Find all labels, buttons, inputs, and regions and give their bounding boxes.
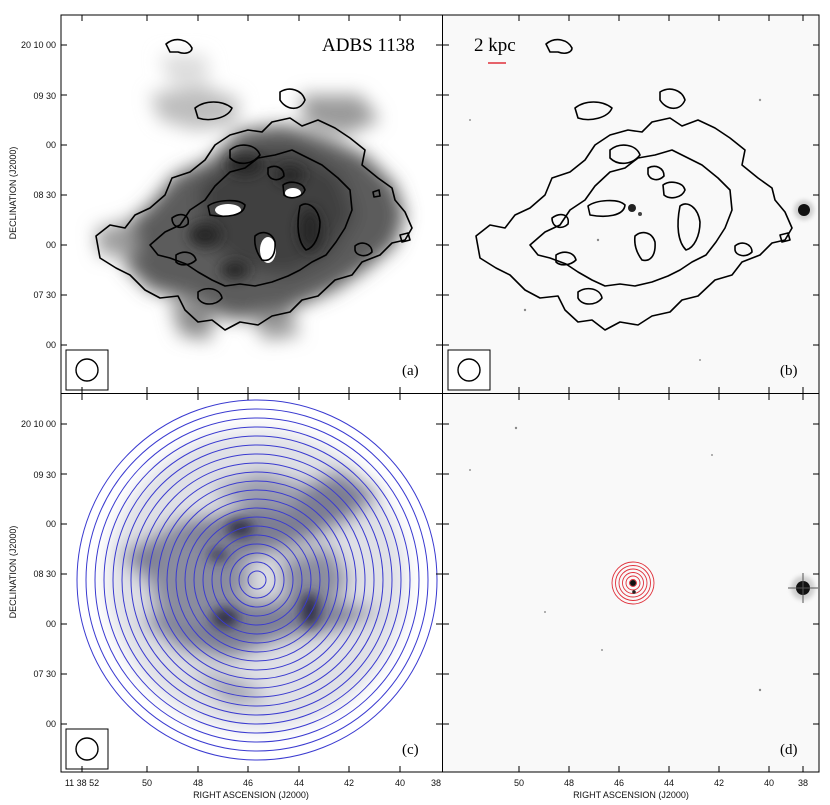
x-tick-label: 38 [798, 778, 808, 788]
ring [247, 570, 267, 590]
y-tick-labels-top: 20 10 00 09 30 00 08 30 00 07 30 00 [21, 40, 56, 350]
point-model-rings [611, 561, 655, 605]
x-tick-label: 42 [714, 778, 724, 788]
ring [211, 534, 303, 626]
y-tick-label: 00 [46, 140, 56, 150]
panel-a: ADBS 1138 (a) [65, 35, 419, 391]
ring [76, 399, 438, 761]
tilted-ring-contours [76, 399, 438, 761]
y-tick-label: 00 [46, 719, 56, 729]
y-tick-label: 20 10 00 [21, 40, 56, 50]
ring [625, 575, 641, 591]
x-tick-label: 46 [243, 778, 253, 788]
panel-b: 2 kpc (b) [443, 15, 819, 393]
ring [166, 489, 348, 671]
x-tick-labels-left: 11 38 52 50 48 46 44 42 40 38 [65, 778, 441, 788]
ring [94, 417, 420, 743]
x-tick-label: 50 [142, 778, 152, 788]
ring [139, 462, 375, 698]
x-tick-label: 46 [614, 778, 624, 788]
hi-contours-b [475, 38, 793, 331]
x-tick-label: 40 [395, 778, 405, 788]
optical-stars-b [469, 98, 814, 361]
y-tick-labels-bottom: 20 10 00 09 30 00 08 30 00 07 30 00 [21, 419, 56, 729]
y-tick-label: 00 [46, 240, 56, 250]
ring [202, 525, 312, 635]
x-axis-label-right: RIGHT ASCENSION (J2000) [573, 790, 689, 800]
x-tick-label: 40 [764, 778, 774, 788]
ring [130, 453, 384, 707]
ring [175, 498, 339, 662]
y-tick-label: 08 30 [33, 190, 56, 200]
x-tick-label: 44 [294, 778, 304, 788]
scale-bar-label: 2 kpc [474, 35, 516, 56]
y-tick-label: 09 30 [33, 470, 56, 480]
x-tick-label: 42 [344, 778, 354, 788]
x-tick-label: 38 [431, 778, 441, 788]
beam-box-b [447, 349, 491, 391]
y-tick-label: 07 30 [33, 290, 56, 300]
central-source-companion [632, 590, 636, 594]
panel-label-a: (a) [402, 363, 419, 379]
panel-c: (c) [65, 399, 438, 770]
ring [229, 552, 285, 608]
beam-box-a [65, 349, 109, 391]
x-tick-labels-right: 50 48 46 44 42 40 38 [514, 778, 808, 788]
ring [220, 543, 294, 617]
x-tick-label: 50 [514, 778, 524, 788]
panel-label-c: (c) [402, 742, 419, 758]
model-dense-knots [208, 519, 320, 628]
hi-greyscale-map [95, 55, 405, 340]
x-tick-label: 48 [193, 778, 203, 788]
ring [157, 480, 357, 680]
panel-d: (d) [443, 394, 819, 772]
x-tick-label: 44 [664, 778, 674, 788]
x-axis-label-left: RIGHT ASCENSION (J2000) [193, 790, 309, 800]
y-tick-label: 07 30 [33, 669, 56, 679]
ring [193, 516, 321, 644]
panel-frames [60, 14, 820, 773]
y-axis-label-bottom: DECLINATION (J2000) [8, 526, 18, 619]
model-velocity-map [107, 430, 407, 730]
panel-label-b: (b) [780, 363, 798, 379]
central-source [630, 580, 636, 586]
panel-label-d: (d) [780, 742, 798, 758]
y-tick-label: 20 10 00 [21, 419, 56, 429]
ring [121, 444, 393, 716]
y-tick-label: 09 30 [33, 91, 56, 101]
y-tick-label: 00 [46, 619, 56, 629]
ring [618, 568, 648, 598]
ring [611, 561, 655, 605]
y-axis-label-top: DECLINATION (J2000) [8, 147, 18, 240]
y-tick-label: 08 30 [33, 569, 56, 579]
figure-title: ADBS 1138 [322, 35, 415, 56]
ring [622, 572, 644, 594]
ring [103, 426, 411, 734]
x-tick-label: 48 [564, 778, 574, 788]
beam-box-c [65, 728, 109, 770]
ring [112, 435, 402, 725]
optical-stars-d [469, 426, 818, 692]
ring [238, 561, 276, 599]
ring [184, 507, 330, 653]
ring [85, 408, 429, 752]
ring [629, 579, 637, 587]
x-tick-label: 11 38 52 [65, 778, 99, 788]
ring [615, 565, 651, 601]
hi-contours-a [95, 38, 413, 331]
ring [148, 471, 366, 689]
y-tick-label: 00 [46, 340, 56, 350]
y-tick-label: 00 [46, 519, 56, 529]
axis-ticks [61, 15, 819, 772]
